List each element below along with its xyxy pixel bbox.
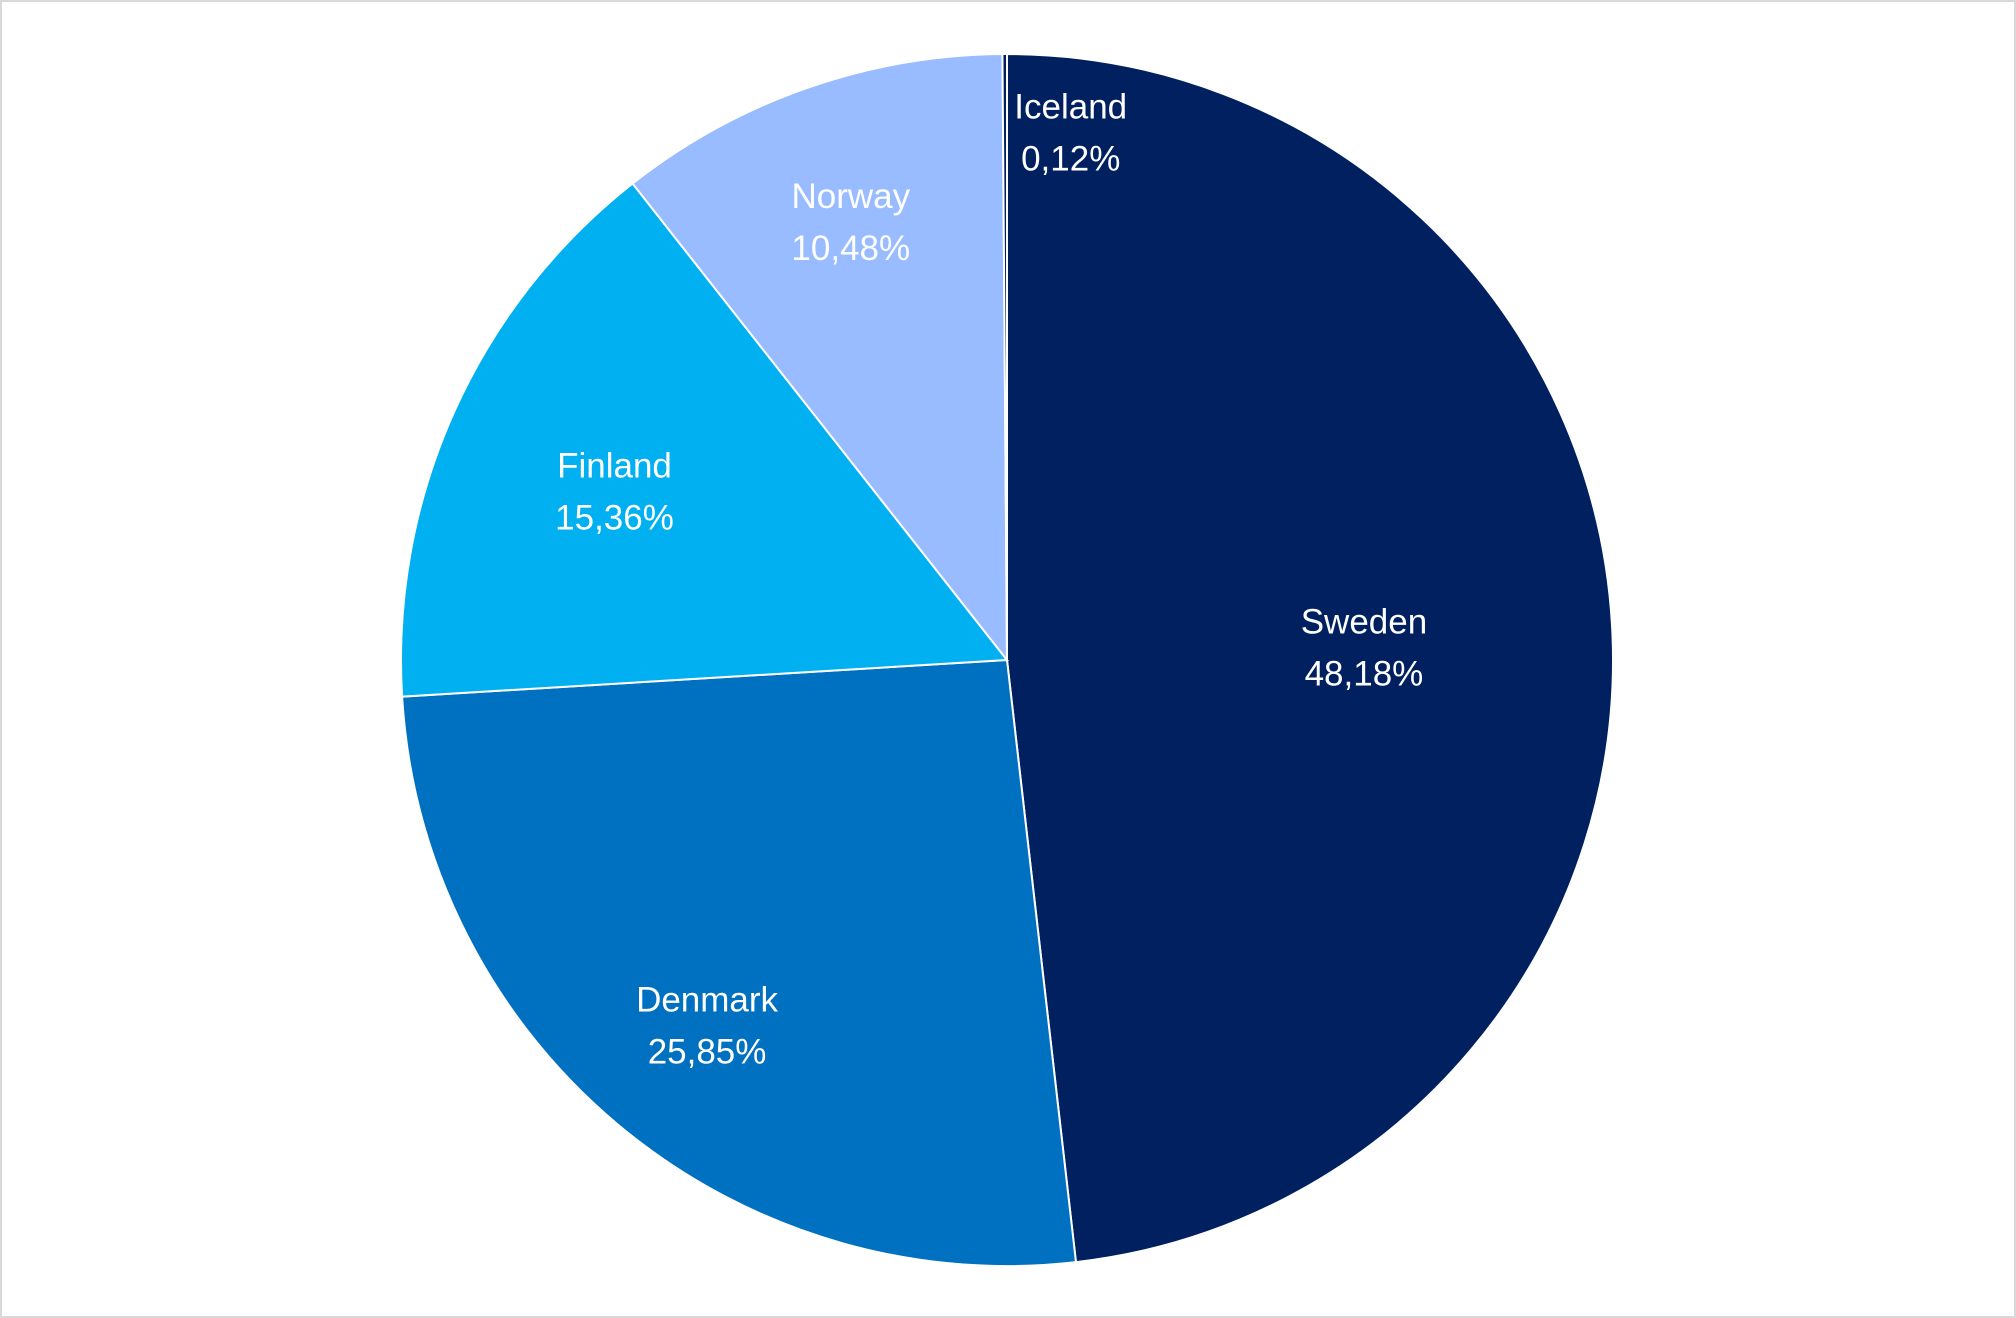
pie-slice-finland — [400, 182, 1009, 698]
pie-slices — [400, 52, 1614, 1267]
slice-value-finland: 15,36% — [555, 499, 674, 538]
pie-slice-iceland — [1001, 52, 1008, 661]
pie-slice-denmark — [401, 658, 1078, 1267]
pie-slice-norway — [631, 53, 1009, 663]
slice-label-sweden: Sweden — [1301, 603, 1427, 642]
slice-label-denmark: Denmark — [636, 980, 778, 1019]
slice-label-iceland: Iceland — [1014, 87, 1127, 126]
pie-data-labels: Sweden 48,18% Denmark 25,85% Finland 15,36% No… — [555, 87, 1427, 1071]
slice-value-denmark: 25,85% — [648, 1032, 767, 1071]
slice-label-norway: Norway — [791, 177, 910, 216]
slice-value-iceland: 0,12% — [1021, 139, 1120, 178]
slice-label-finland: Finland — [557, 447, 672, 486]
slice-value-norway: 10,48% — [791, 229, 910, 268]
pie-slice-sweden — [1006, 52, 1614, 1264]
slice-value-sweden: 48,18% — [1305, 655, 1424, 694]
